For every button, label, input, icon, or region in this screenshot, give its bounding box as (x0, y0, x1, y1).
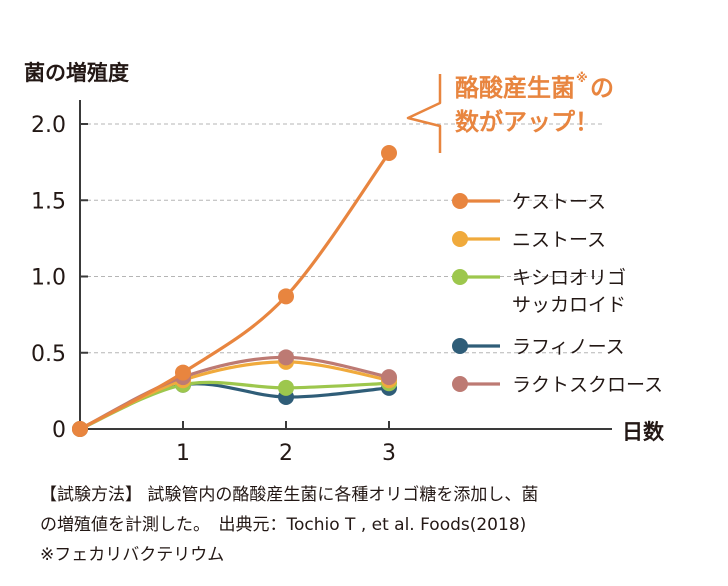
series-line-0 (78, 151, 391, 431)
caption-footnote: ※フェカリバクテリウム (40, 545, 225, 565)
legend-label-0: ケストース (512, 191, 606, 213)
caption-source: の増殖値を計測した。 出典元：Tochio T , et al. Foods(2… (40, 515, 527, 535)
legend-marker-1 (452, 231, 468, 247)
y-axis-title: 菌の増殖度 (24, 61, 129, 85)
series-line-1 (78, 360, 391, 431)
point-s4-3 (381, 369, 397, 386)
point-s0-0 (72, 421, 88, 437)
legend-marker-4 (452, 376, 468, 392)
point-s0-2 (278, 288, 294, 305)
legend-label-2-0: キシロオリゴ (512, 267, 626, 289)
y-tick-label-0: 0 (52, 418, 66, 443)
annotation-subtitle: 数がアップ！ (455, 108, 599, 136)
legend-marker-0 (452, 193, 468, 209)
legend-label-2-1: サッカロイド (512, 294, 626, 316)
legend-marker-3 (452, 338, 468, 354)
y-tick-label-2: 1.0 (31, 266, 66, 291)
annotation-title: 酪酸産生菌 (455, 74, 575, 102)
x-tick-label-0: 1 (176, 441, 190, 466)
point-s4-2 (278, 349, 294, 366)
y-tick-label-1: 0.5 (31, 342, 66, 367)
y-tick-label-4: 2.0 (31, 113, 66, 138)
legend-label-3: ラフィノース (512, 336, 625, 358)
x-axis-title: 日数 (622, 420, 665, 444)
legend-label-4: ラクトスクロース (512, 374, 663, 396)
point-s0-1 (175, 364, 191, 381)
annotation-mark: ※ (576, 71, 588, 85)
annotation-callout-line (406, 74, 442, 153)
x-tick-label-1: 2 (279, 441, 293, 466)
y-tick-label-3: 1.5 (31, 189, 66, 214)
annotation-particle: の (590, 74, 614, 102)
point-s0-3 (381, 144, 397, 161)
x-tick-label-2: 3 (382, 441, 396, 466)
point-s2-2 (278, 379, 294, 396)
caption-method: 【試験方法】 試験管内の酪酸産生菌に各種オリゴ糖を添加し、菌 (40, 485, 539, 505)
legend-label-1: ニストース (512, 229, 606, 251)
legend-marker-2 (452, 269, 468, 285)
